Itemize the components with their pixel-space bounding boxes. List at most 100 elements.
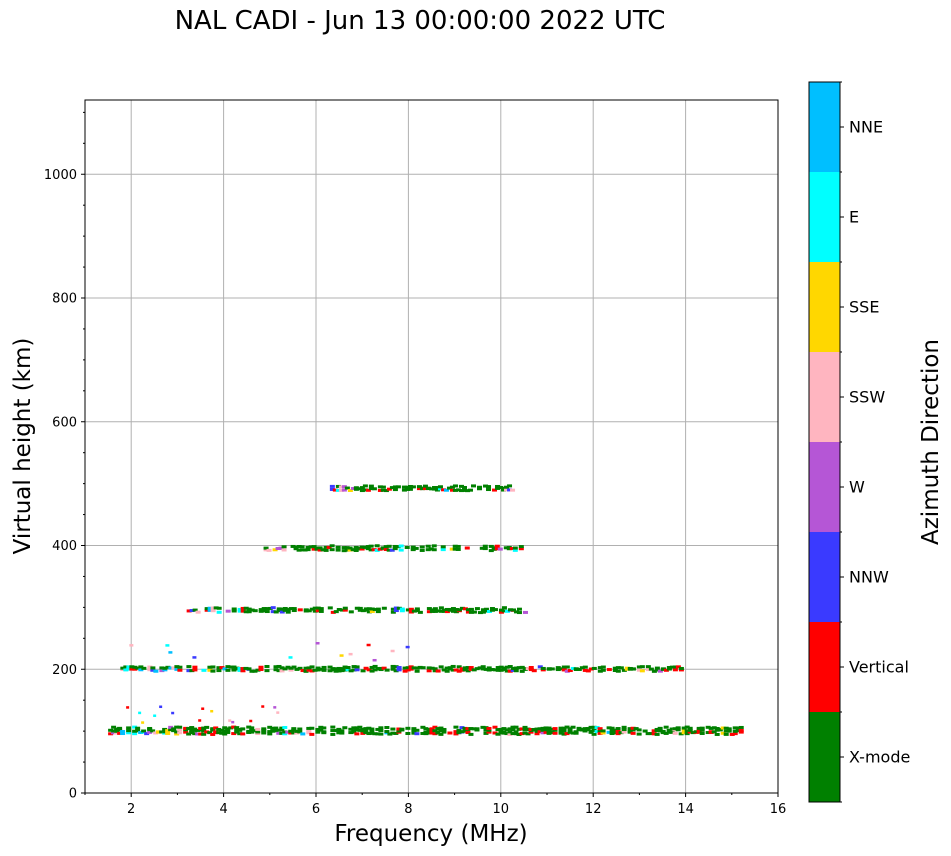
echo-point (528, 727, 534, 731)
echo-point (141, 666, 147, 670)
echo-point (213, 606, 219, 610)
echo-point (483, 609, 489, 613)
echo-point (672, 727, 678, 731)
echo-point (684, 732, 690, 736)
echo-point (234, 728, 240, 732)
echo-point (288, 607, 294, 611)
echo-point (522, 725, 528, 729)
echo-point (311, 545, 317, 549)
echo-point (342, 668, 348, 672)
echo-point (696, 726, 702, 730)
echo-point (392, 544, 398, 548)
echo-point (404, 487, 410, 491)
echo-point (465, 669, 471, 673)
echo-point (471, 610, 477, 614)
echo-point (518, 547, 524, 551)
x-tick-label: 10 (493, 802, 510, 817)
echo-point (438, 665, 444, 669)
echo-point (432, 729, 438, 733)
echo-point (425, 548, 431, 552)
echo-point (600, 668, 606, 672)
echo-point (330, 729, 336, 733)
echo-point (237, 732, 243, 736)
echo-point (255, 732, 261, 736)
echo-point (465, 727, 471, 731)
echo-point (561, 726, 567, 730)
echo-point (390, 667, 396, 671)
echo-point (282, 608, 288, 612)
echo-point (444, 607, 450, 611)
echo-point (486, 730, 492, 734)
colorbar-swatch (809, 352, 840, 442)
echo-point (687, 730, 693, 734)
echo-point (321, 665, 327, 669)
echo-point (489, 607, 495, 611)
echo-point (606, 668, 612, 672)
echo-point (419, 548, 425, 552)
echo-point (425, 486, 431, 490)
echo-point (330, 667, 336, 671)
echo-point (630, 731, 636, 735)
echo-point (189, 726, 195, 730)
echo-point (279, 731, 285, 735)
echo-point (414, 669, 420, 673)
echo-point (285, 730, 291, 734)
echo-point (678, 732, 684, 736)
echo-point (501, 609, 507, 613)
echo-point (393, 665, 399, 669)
echo-point (681, 731, 687, 735)
colorbar-swatch (809, 622, 840, 712)
echo-point (503, 546, 509, 550)
echo-point (621, 730, 627, 734)
echo-point (453, 668, 459, 672)
echo-point (525, 667, 531, 671)
echo-point (407, 487, 413, 491)
echo-point (341, 485, 347, 489)
echo-point (312, 668, 318, 672)
echo-point (315, 609, 321, 613)
echo-point (356, 546, 362, 550)
echo-point (378, 666, 384, 670)
echo-point (162, 666, 168, 670)
echo-point (480, 667, 486, 671)
y-axis: 0 200 400 600 800 1000 (44, 111, 85, 802)
echo-point (588, 729, 594, 733)
echo-point (516, 666, 522, 670)
echo-point (369, 665, 375, 669)
echo-point (264, 610, 270, 614)
echo-point (546, 667, 552, 671)
echo-point (276, 728, 282, 732)
echo-point (453, 608, 459, 612)
echo-point (342, 606, 348, 610)
echo-point (225, 668, 231, 672)
echo-point (150, 729, 156, 733)
echo-point (266, 548, 272, 552)
echo-point (678, 666, 684, 670)
echo-point (276, 669, 282, 673)
echo-point (336, 666, 342, 670)
echo-point (321, 726, 327, 730)
echo-point (408, 607, 414, 611)
echo-point (336, 608, 342, 612)
echo-point (141, 729, 147, 733)
echo-point (237, 666, 243, 670)
echo-point (477, 666, 483, 670)
echo-point (123, 665, 129, 669)
echo-point (365, 488, 371, 492)
echo-point (174, 667, 180, 671)
echo-point (468, 667, 474, 671)
colorbar-tick-label: E (849, 208, 859, 227)
echo-point (270, 606, 276, 610)
echo-point (552, 727, 558, 731)
colorbar-tick-label: NNE (849, 118, 883, 137)
echo-point (369, 729, 375, 733)
echo-point (261, 607, 267, 611)
echo-point (201, 732, 207, 736)
echo-point (501, 606, 507, 610)
echo-point (240, 609, 246, 613)
echo-point (597, 669, 603, 673)
echo-point (693, 730, 699, 734)
echo-point (354, 665, 360, 669)
echo-point (171, 727, 177, 731)
